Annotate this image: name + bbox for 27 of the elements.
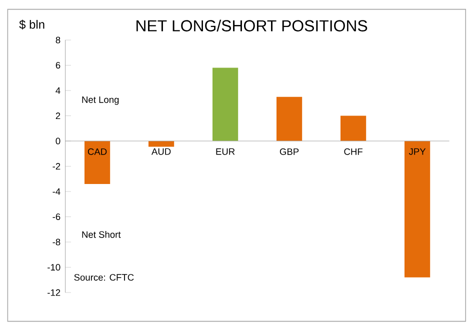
y-tick-label: -12 — [48, 289, 60, 296]
annotation: Net Short — [82, 231, 121, 238]
bar — [404, 141, 430, 278]
y-tick-label: 0 — [56, 138, 60, 144]
bar — [340, 116, 366, 142]
x-tick-label: CHF — [344, 148, 362, 155]
x-tick-label: CAD — [88, 148, 107, 155]
bar — [276, 96, 302, 142]
y-tick-label: -2 — [52, 163, 60, 170]
annotation: Net Long — [82, 96, 119, 105]
y-tick-label: -8 — [52, 238, 60, 246]
y-tick-label: 4 — [56, 87, 60, 94]
y-tick-label: -4 — [52, 188, 60, 195]
chart-title: NET LONG/SHORT POSITIONS — [136, 20, 368, 32]
y-tick-label: -6 — [52, 213, 60, 220]
x-tick-label: JPY — [408, 148, 426, 155]
x-tick-label: GBP — [280, 148, 299, 155]
bar — [84, 141, 110, 184]
x-tick-label: EUR — [216, 148, 235, 155]
y-tick-label: 2 — [56, 112, 60, 120]
y-tick-label: -10 — [48, 264, 60, 271]
y-tick-label: 6 — [56, 62, 60, 69]
y-tick-label: 8 — [56, 36, 60, 44]
y-axis-title: $ bln — [19, 20, 44, 30]
bar — [212, 68, 238, 142]
x-tick-label: AUD — [151, 148, 171, 155]
annotation: Source: CFTC — [74, 274, 134, 281]
